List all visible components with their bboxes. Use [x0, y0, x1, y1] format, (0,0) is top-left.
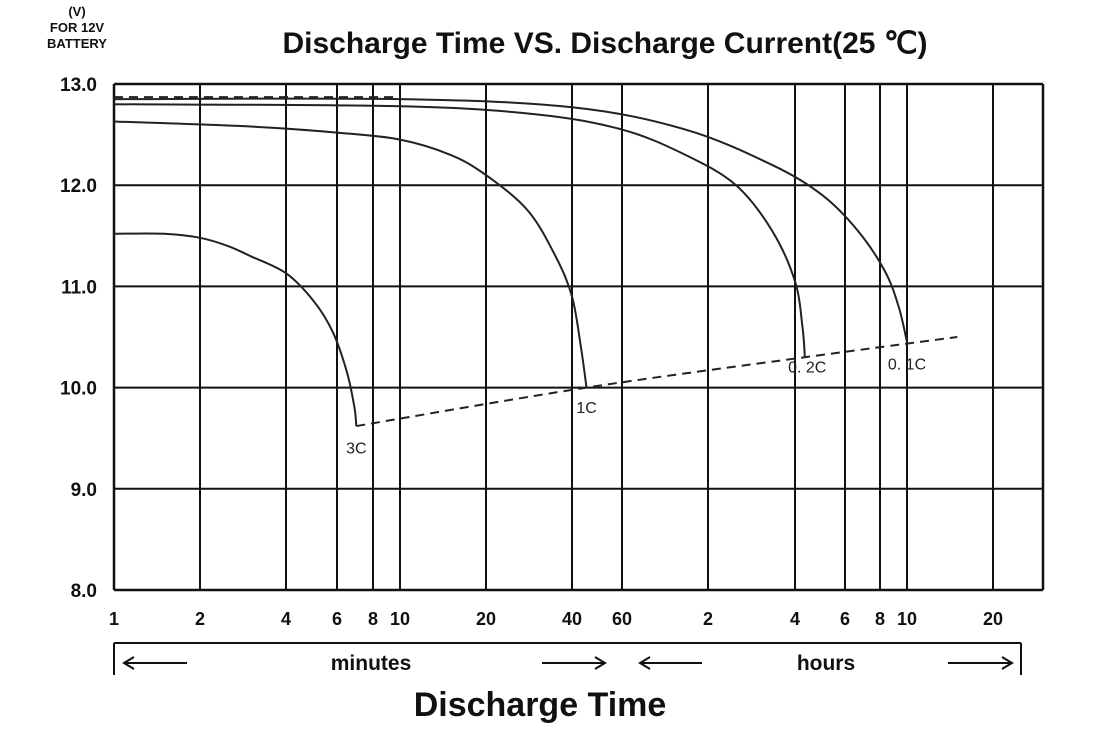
x-tick-label: 1	[109, 609, 119, 629]
y-unit-line-3: BATTERY	[47, 36, 107, 51]
range-label-minutes: minutes	[331, 652, 412, 675]
y-unit-line-1: (V)	[68, 4, 86, 19]
chart-title: Discharge Time VS. Discharge Current(25 …	[282, 27, 928, 60]
x-tick-label: 8	[875, 609, 885, 629]
x-tick-label: 20	[983, 609, 1003, 629]
curve-label: 3C	[346, 440, 366, 457]
y-tick-label: 11.0	[61, 277, 97, 298]
curve-0-2c	[113, 103, 806, 358]
hours-arrow-right-head	[1001, 656, 1014, 670]
y-tick-label: 13.0	[60, 75, 97, 96]
y-tick-label: 10.0	[60, 379, 97, 400]
y-tick-label: 8.0	[71, 581, 97, 602]
x-tick-label: 60	[612, 609, 632, 629]
x-tick-label: 6	[840, 609, 850, 629]
x-tick-label: 4	[790, 609, 800, 629]
curve-end-voltage	[356, 336, 958, 428]
minutes-arrow-left-head	[122, 656, 135, 670]
curve-label: 1C	[576, 400, 596, 417]
x-tick-label: 2	[195, 609, 205, 629]
curve-label: 0. 1C	[888, 356, 926, 373]
x-tick-label: 10	[390, 609, 410, 629]
x-tick-label: 6	[332, 609, 342, 629]
minutes-arrow-right-head	[594, 656, 607, 670]
hours-arrow-left-head	[638, 656, 651, 670]
x-axis-title: Discharge Time	[413, 686, 667, 724]
curve-1c	[113, 120, 588, 388]
y-unit-line-2: FOR 12V	[49, 20, 105, 35]
x-tick-label: 10	[897, 609, 917, 629]
x-tick-label: 40	[562, 609, 582, 629]
curve-label: 0. 2C	[788, 359, 826, 376]
curve-0-1c	[113, 97, 908, 343]
x-tick-label: 20	[476, 609, 496, 629]
x-tick-label: 4	[281, 609, 291, 629]
range-label-hours: hours	[797, 652, 855, 675]
y-axis-unit-label: (V) FOR 12V BATTERY	[22, 4, 132, 52]
y-tick-label: 9.0	[71, 480, 97, 501]
curve-3c	[113, 232, 358, 427]
y-tick-label: 12.0	[60, 176, 97, 197]
x-tick-label: 2	[703, 609, 713, 629]
x-tick-label: 8	[368, 609, 378, 629]
